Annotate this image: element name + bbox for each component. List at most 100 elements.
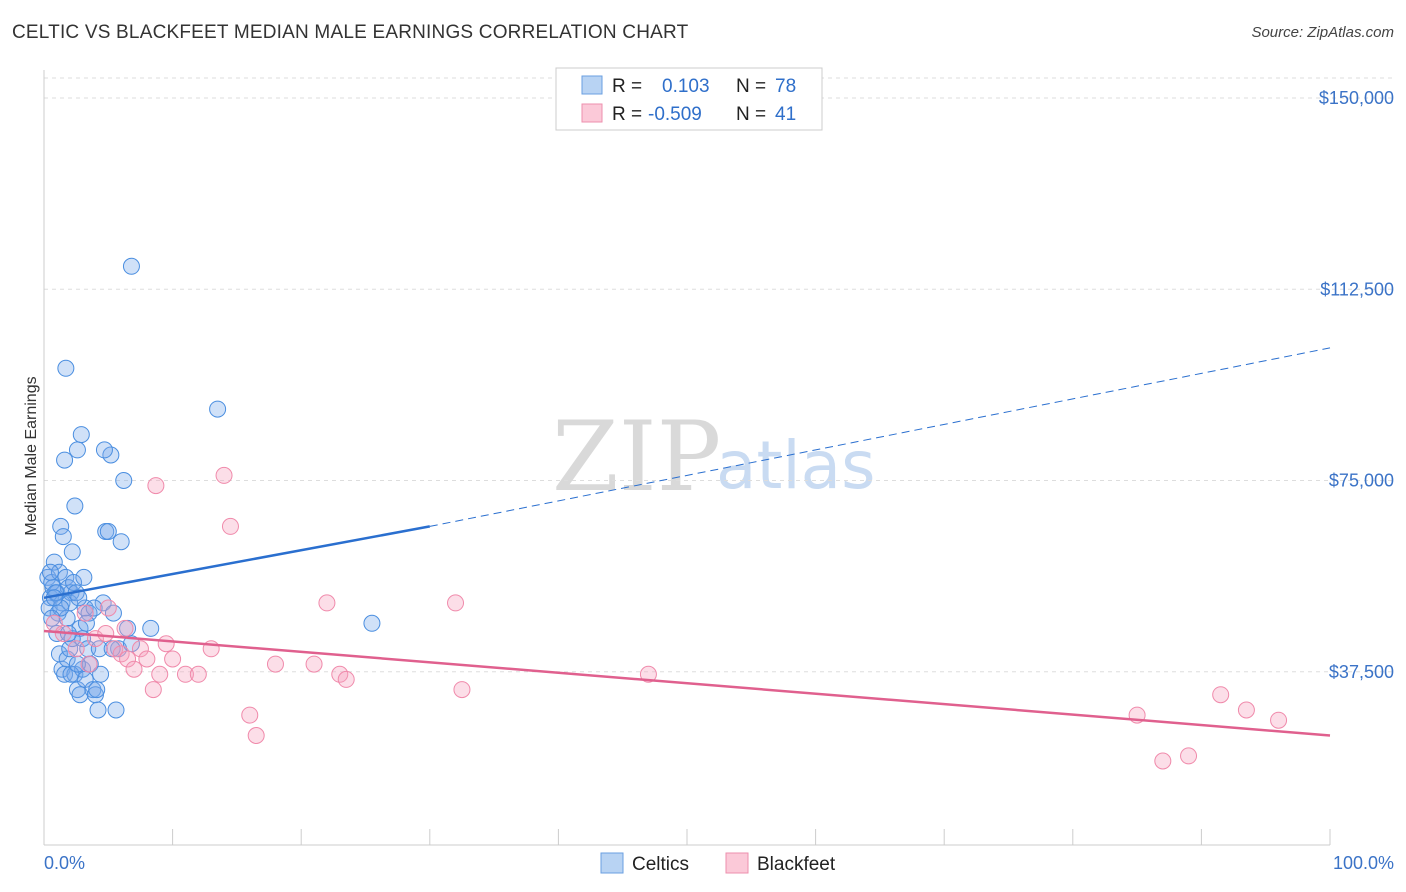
correlation-legend: R = 0.103 N = 78 R = -0.509 N = 41 bbox=[555, 67, 823, 131]
blackfeet-point bbox=[1270, 711, 1288, 729]
celtics-point bbox=[53, 660, 71, 678]
blackfeet-point bbox=[1154, 752, 1172, 770]
trend-line-celtics-extension bbox=[429, 347, 1331, 527]
blackfeet-point bbox=[221, 517, 239, 535]
blackfeet-point bbox=[125, 660, 143, 678]
celtics-point bbox=[115, 472, 133, 489]
celtics-point bbox=[68, 655, 86, 673]
celtics-point bbox=[99, 523, 117, 540]
blackfeet-point bbox=[189, 665, 207, 683]
x-tick-label-min: 0.0% bbox=[44, 853, 85, 873]
celtics-point bbox=[209, 400, 227, 418]
celtics-point bbox=[363, 614, 381, 632]
trend-line-blackfeet bbox=[43, 629, 1331, 737]
celtics-point bbox=[70, 589, 88, 607]
celtics-point bbox=[104, 604, 122, 622]
blackfeet-point bbox=[1237, 701, 1255, 719]
celtics-point bbox=[41, 563, 59, 581]
blackfeet-point bbox=[215, 466, 233, 484]
y-tick-label: $112,500 bbox=[1320, 279, 1394, 299]
blackfeet-point bbox=[67, 640, 85, 658]
celtics-point bbox=[40, 599, 58, 617]
blackfeet-point bbox=[116, 619, 134, 637]
legend-n-value-blackfeet: 41 bbox=[775, 104, 796, 125]
bottom-legend-swatch-blackfeet bbox=[725, 852, 749, 874]
legend-r-label-blackfeet: R = bbox=[612, 104, 642, 125]
blackfeet-point bbox=[151, 665, 169, 683]
blackfeet-point bbox=[447, 594, 465, 612]
blackfeet-point bbox=[318, 594, 336, 612]
blackfeet-point bbox=[157, 635, 175, 653]
y-tick-label: $75,000 bbox=[1329, 471, 1394, 491]
watermark-zip: ZIP bbox=[552, 401, 721, 513]
celtics-point bbox=[45, 553, 63, 571]
blackfeet-point bbox=[305, 655, 323, 673]
blackfeet-point bbox=[176, 665, 194, 683]
celtics-point bbox=[112, 533, 130, 551]
celtics-point bbox=[94, 594, 112, 612]
blackfeet-point bbox=[99, 599, 117, 617]
blackfeet-point bbox=[241, 706, 259, 724]
celtics-point bbox=[75, 568, 93, 586]
blackfeet-point bbox=[639, 665, 657, 683]
y-tick-labels: $37,500 $75,000 $112,500 $150,000 bbox=[1319, 88, 1394, 682]
celtics-point bbox=[84, 681, 102, 699]
celtics-point bbox=[72, 426, 90, 444]
celtics-point bbox=[54, 528, 72, 546]
x-axis-ticks bbox=[43, 829, 1331, 845]
celtics-point bbox=[142, 619, 160, 637]
celtics-point bbox=[122, 257, 140, 275]
celtics-point bbox=[62, 665, 80, 683]
blackfeet-point bbox=[164, 650, 182, 668]
legend-swatch-celtics bbox=[581, 75, 603, 95]
celtics-point bbox=[71, 686, 89, 704]
blackfeet-point bbox=[80, 655, 98, 673]
legend-r-value-blackfeet: -0.509 bbox=[648, 104, 702, 125]
legend-n-label-blackfeet: N = bbox=[736, 104, 766, 125]
celtics-point bbox=[107, 701, 125, 719]
blackfeet-point bbox=[144, 681, 162, 699]
blackfeet-point bbox=[266, 655, 284, 673]
legend-r-label-celtics: R = bbox=[612, 76, 642, 97]
celtics-point bbox=[65, 574, 83, 591]
bottom-legend-blackfeet: Blackfeet bbox=[757, 854, 836, 875]
bottom-legend-swatch-celtics bbox=[600, 852, 624, 874]
blackfeet-point bbox=[97, 625, 115, 642]
legend-n-label-celtics: N = bbox=[736, 76, 766, 97]
legend-n-value-celtics: 78 bbox=[775, 76, 796, 97]
celtics-point bbox=[52, 517, 70, 535]
celtics-point bbox=[43, 609, 61, 627]
blackfeet-point bbox=[453, 681, 471, 699]
blackfeet-point bbox=[247, 727, 265, 744]
celtics-point bbox=[85, 599, 103, 617]
blackfeet-point bbox=[1212, 686, 1230, 704]
blackfeet-point bbox=[138, 650, 156, 668]
celtics-point bbox=[68, 441, 86, 459]
celtics-point bbox=[57, 359, 75, 377]
celtics-point bbox=[88, 681, 106, 699]
celtics-point bbox=[56, 451, 74, 469]
y-tick-label: $150,000 bbox=[1319, 88, 1394, 108]
celtics-point bbox=[90, 640, 108, 658]
source-label: Source: ZipAtlas.com bbox=[1251, 24, 1394, 41]
x-tick-label-max: 100.0% bbox=[1333, 853, 1394, 873]
celtics-point bbox=[80, 604, 98, 622]
blackfeet-point bbox=[337, 670, 355, 688]
chart-title: CELTIC VS BLACKFEET MEDIAN MALE EARNINGS… bbox=[12, 22, 689, 43]
y-axis-label: Median Male Earnings bbox=[23, 376, 40, 535]
blackfeet-point bbox=[76, 604, 94, 622]
celtics-point bbox=[66, 497, 84, 515]
celtics-point bbox=[89, 701, 107, 719]
blackfeet-point bbox=[1180, 747, 1198, 765]
celtics-point bbox=[63, 543, 81, 561]
series-legend: Celtics Blackfeet bbox=[600, 852, 836, 875]
bottom-legend-celtics: Celtics bbox=[632, 854, 689, 875]
blackfeet-point bbox=[147, 477, 165, 495]
legend-r-value-celtics: 0.103 bbox=[662, 76, 710, 97]
trend-lines bbox=[43, 347, 1331, 737]
legend-swatch-blackfeet bbox=[581, 103, 603, 123]
blackfeet-point bbox=[131, 640, 149, 658]
trend-line-celtics bbox=[43, 525, 431, 600]
celtics-point bbox=[95, 441, 113, 459]
